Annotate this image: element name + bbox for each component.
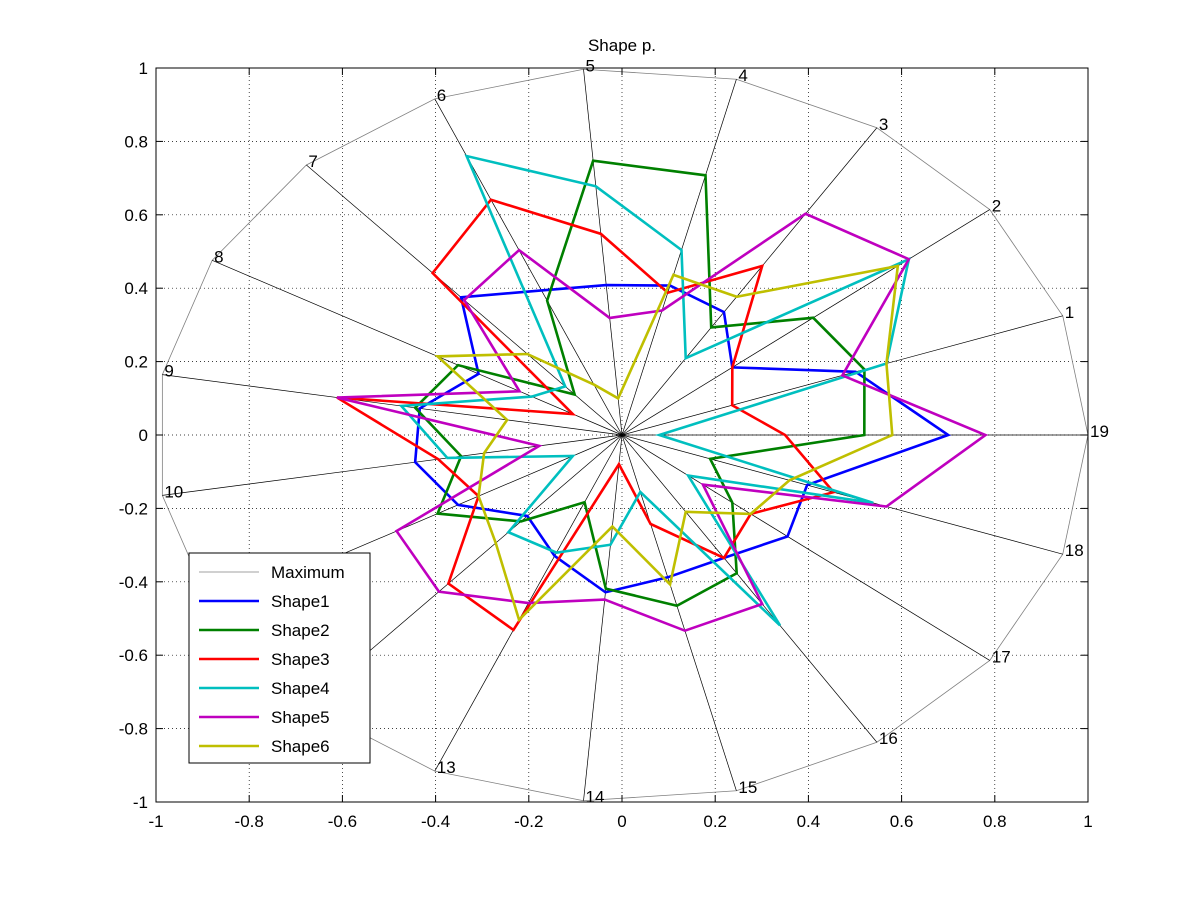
x-tick-label: -0.2 (514, 812, 543, 831)
spoke-label: 3 (879, 115, 888, 134)
x-tick-label: -0.8 (235, 812, 264, 831)
spoke-label: 5 (586, 56, 595, 75)
y-tick-label: -0.2 (119, 499, 148, 518)
x-tick-label: 0.4 (797, 812, 821, 831)
legend-label: Shape2 (271, 621, 330, 640)
legend-label: Shape1 (271, 592, 330, 611)
spoke-label: 8 (214, 247, 223, 266)
y-tick-label: 1 (139, 59, 148, 78)
series-polygon-shape3 (336, 198, 836, 632)
spoke-line (583, 434, 623, 801)
spoke-line (621, 209, 990, 436)
legend-label: Shape5 (271, 708, 330, 727)
spoke-line (621, 434, 1063, 555)
x-tick-label: 1 (1083, 812, 1092, 831)
spoke-line (162, 434, 623, 496)
spoke-line (621, 79, 737, 436)
y-tick-label: 0.6 (124, 206, 148, 225)
spoke-line (212, 260, 623, 436)
axis-ticks: -1 -0.8 -0.6 -0.4 -0.2 0 0.2 0.4 0.6 0.8 1 -1 -0.8 -0… (119, 59, 1093, 831)
y-tick-label: 0.4 (124, 279, 148, 298)
legend-label: Maximum (271, 563, 345, 582)
spoke-label: 9 (164, 362, 173, 381)
spoke-label: 14 (586, 788, 605, 807)
y-tick-label: 0 (139, 426, 148, 445)
x-tick-label: 0.2 (703, 812, 727, 831)
spoke-label: 13 (437, 758, 456, 777)
x-tick-label: 0 (617, 812, 626, 831)
spoke-label: 6 (437, 86, 446, 105)
spoke-label: 10 (164, 482, 183, 501)
series-polygons (336, 154, 989, 633)
x-tick-label: -0.4 (421, 812, 450, 831)
y-tick-label: 0.8 (124, 132, 148, 151)
series-polygon-shape5 (336, 212, 989, 633)
series-polygon-shape4 (398, 154, 911, 627)
spoke-label: 2 (992, 197, 1001, 216)
x-tick-label: 0.6 (890, 812, 914, 831)
spoke-line (162, 374, 623, 436)
x-tick-label: -1 (148, 812, 163, 831)
y-tick-label: -0.8 (119, 720, 148, 739)
y-tick-label: 0.2 (124, 353, 148, 372)
y-tick-label: -0.6 (119, 646, 148, 665)
legend: Maximum Shape1 Shape2 Shape3 Shape4 Shape5 Sha… (188, 552, 371, 764)
x-tick-label: -0.6 (328, 812, 357, 831)
series-polygon-shape6 (434, 264, 900, 623)
maximum-polygon (161, 68, 1089, 802)
y-tick-label: -0.4 (119, 573, 148, 592)
legend-label: Shape4 (271, 679, 330, 698)
spoke-label: 19 (1090, 422, 1109, 441)
spoke-label: 15 (738, 778, 757, 797)
legend-label: Shape3 (271, 650, 330, 669)
spoke-label: 16 (879, 729, 898, 748)
spoke-label: 17 (992, 647, 1011, 666)
spoke-line (621, 434, 878, 743)
spoke-line (621, 127, 878, 436)
spoke-label: 18 (1065, 541, 1084, 560)
x-tick-label: 0.8 (983, 812, 1007, 831)
legend-label: Shape6 (271, 737, 330, 756)
y-tick-label: -1 (133, 793, 148, 812)
spoke-line (583, 69, 623, 436)
chart-title: Shape p. (588, 36, 656, 55)
spoke-label: 1 (1065, 303, 1074, 322)
spoke-label: 4 (738, 66, 747, 85)
spoke-label: 7 (308, 152, 317, 171)
maximum-polygon-group (161, 68, 1089, 802)
spoke-line (621, 434, 990, 661)
